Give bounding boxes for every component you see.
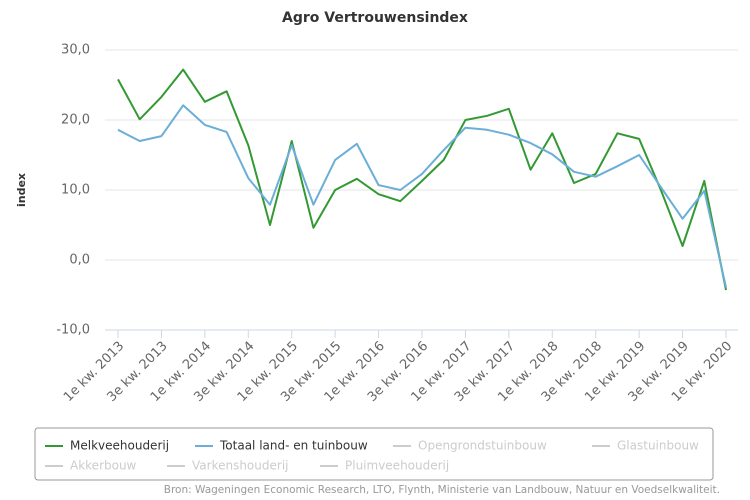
chart-title: Agro Vertrouwensindex — [282, 10, 468, 26]
legend-label[interactable]: Melkveehouderij — [70, 439, 169, 453]
y-tick-label: 20,0 — [61, 113, 90, 128]
legend-label[interactable]: Glastuinbouw — [617, 439, 699, 453]
y-axis-label: index — [15, 173, 28, 207]
y-tick-label: 30,0 — [61, 43, 90, 58]
legend-label[interactable]: Pluimveehouderij — [345, 459, 449, 473]
y-tick-label: -10,0 — [56, 323, 90, 338]
legend-label[interactable]: Totaal land- en tuinbouw — [219, 439, 368, 453]
series-line — [117, 104, 727, 288]
legend-label[interactable]: Akkerbouw — [70, 459, 137, 473]
y-tick-label: 0,0 — [69, 253, 90, 268]
y-tick-label: 10,0 — [61, 183, 90, 198]
legend-label[interactable]: Opengrondstuinbouw — [418, 439, 547, 453]
series-line — [117, 68, 727, 291]
legend-box — [34, 427, 714, 481]
source: Bron: Wageningen Economic Research, LTO,… — [164, 484, 720, 496]
legend-label[interactable]: Varkenshouderij — [192, 459, 288, 473]
